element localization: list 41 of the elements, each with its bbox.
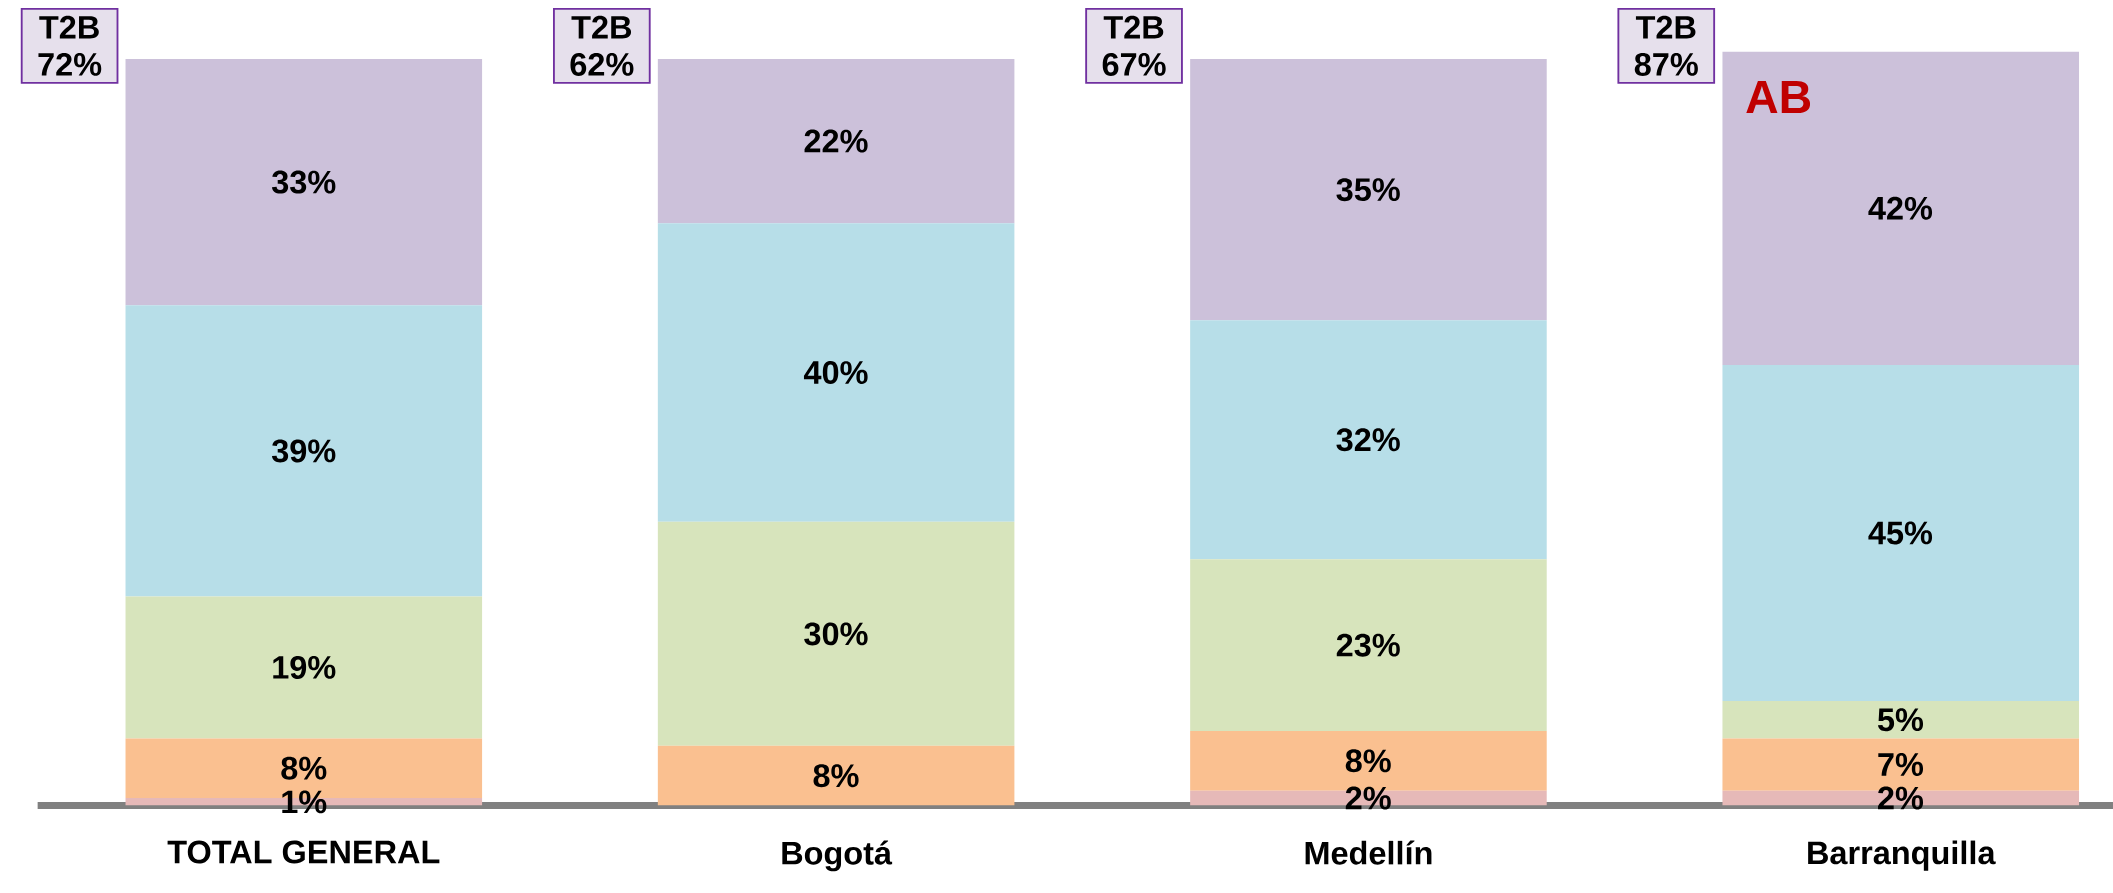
data-label: 2%: [1345, 786, 1391, 810]
data-label: 19%: [273, 656, 336, 680]
bar: [125, 596, 483, 739]
bar: [657, 59, 1015, 224]
annotation: T2B 67%: [1102, 15, 1166, 77]
data-label: 23%: [1336, 633, 1400, 657]
bar: [657, 745, 1015, 806]
data-label: 8%: [813, 764, 859, 788]
annotation: T2B 62%: [570, 15, 634, 77]
data-label: 22%: [804, 129, 868, 153]
annotation: AB: [1746, 81, 1811, 114]
data-label: 7%: [1878, 753, 1924, 777]
data-label: 40%: [803, 361, 868, 385]
data-label: 39%: [271, 439, 336, 463]
bar: [1190, 59, 1547, 321]
bar: [1722, 365, 2080, 702]
data-label: 33%: [271, 170, 336, 194]
data-label: 2%: [1878, 786, 1924, 810]
x-tick-label: TOTAL GENERAL: [167, 840, 440, 864]
bar: [1190, 320, 1547, 560]
annotation: T2B 72%: [38, 15, 102, 76]
bar: [1722, 701, 2080, 739]
data-label: 45%: [1868, 521, 1933, 545]
bar: [657, 223, 1015, 522]
data-label: 35%: [1336, 178, 1400, 202]
bar: [657, 521, 1015, 746]
data-label: 32%: [1336, 428, 1400, 452]
data-label: 1%: [282, 790, 327, 814]
data-label: 42%: [1868, 196, 1933, 220]
data-label: 8%: [1345, 749, 1391, 773]
bar: [125, 305, 483, 597]
bar: [1190, 559, 1547, 732]
x-tick-label: Medellín: [1305, 840, 1432, 865]
x-tick-label: Barranquilla: [1808, 840, 1996, 871]
annotation: T2B 87%: [1634, 15, 1698, 77]
data-label: 30%: [804, 622, 868, 646]
bar: [1722, 51, 2080, 366]
data-label: 8%: [281, 756, 327, 780]
bar: [125, 59, 483, 306]
data-label: 5%: [1877, 708, 1924, 732]
x-tick-label: Bogotá: [782, 840, 893, 872]
